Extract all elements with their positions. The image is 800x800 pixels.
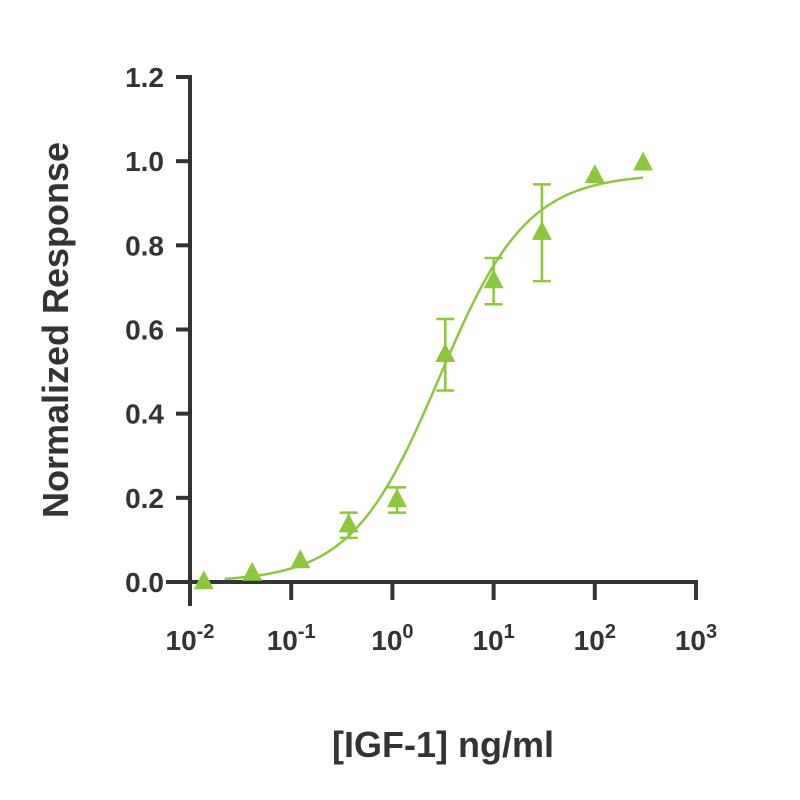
y-tick-label: 0.4 — [125, 399, 164, 430]
data-point-triangle — [387, 488, 407, 508]
tick-labels: 0.0 0.2 0.4 0.6 0.8 1.0 1.2 10-2 10-1 100 101 102 10… — [125, 62, 717, 656]
y-tick-label: 0.0 — [125, 567, 164, 598]
data-point-triangle — [483, 269, 504, 289]
data-point-triangle — [338, 513, 359, 533]
y-tick-label: 0.8 — [125, 230, 164, 261]
fit-curve-group — [224, 176, 644, 581]
data-point-triangle — [531, 220, 552, 240]
fit-curve — [224, 176, 644, 581]
axes — [166, 75, 698, 606]
x-tick-label: 100 — [371, 621, 413, 656]
x-axis-title: [IGF-1] ng/ml — [332, 724, 554, 765]
x-tick-label: 101 — [472, 621, 514, 656]
data-point-triangle — [584, 164, 605, 184]
y-tick-label: 0.2 — [125, 483, 164, 514]
y-tick-label: 1.0 — [125, 146, 164, 177]
data-point-triangle — [290, 549, 311, 569]
x-tick-label: 102 — [574, 621, 616, 656]
y-tick-label: 0.6 — [125, 315, 164, 346]
y-axis-title: Normalized Response — [35, 142, 76, 518]
y-tick-label: 1.2 — [125, 62, 164, 93]
data-point-triangle — [193, 570, 214, 590]
data-point-triangle — [242, 561, 263, 581]
data-point-triangle — [633, 151, 654, 171]
data-points — [193, 151, 654, 590]
x-tick-label: 10-1 — [267, 621, 316, 656]
x-tick-label: 103 — [675, 621, 717, 656]
data-point-triangle — [435, 343, 456, 362]
x-tick-label: 10-2 — [166, 621, 215, 656]
